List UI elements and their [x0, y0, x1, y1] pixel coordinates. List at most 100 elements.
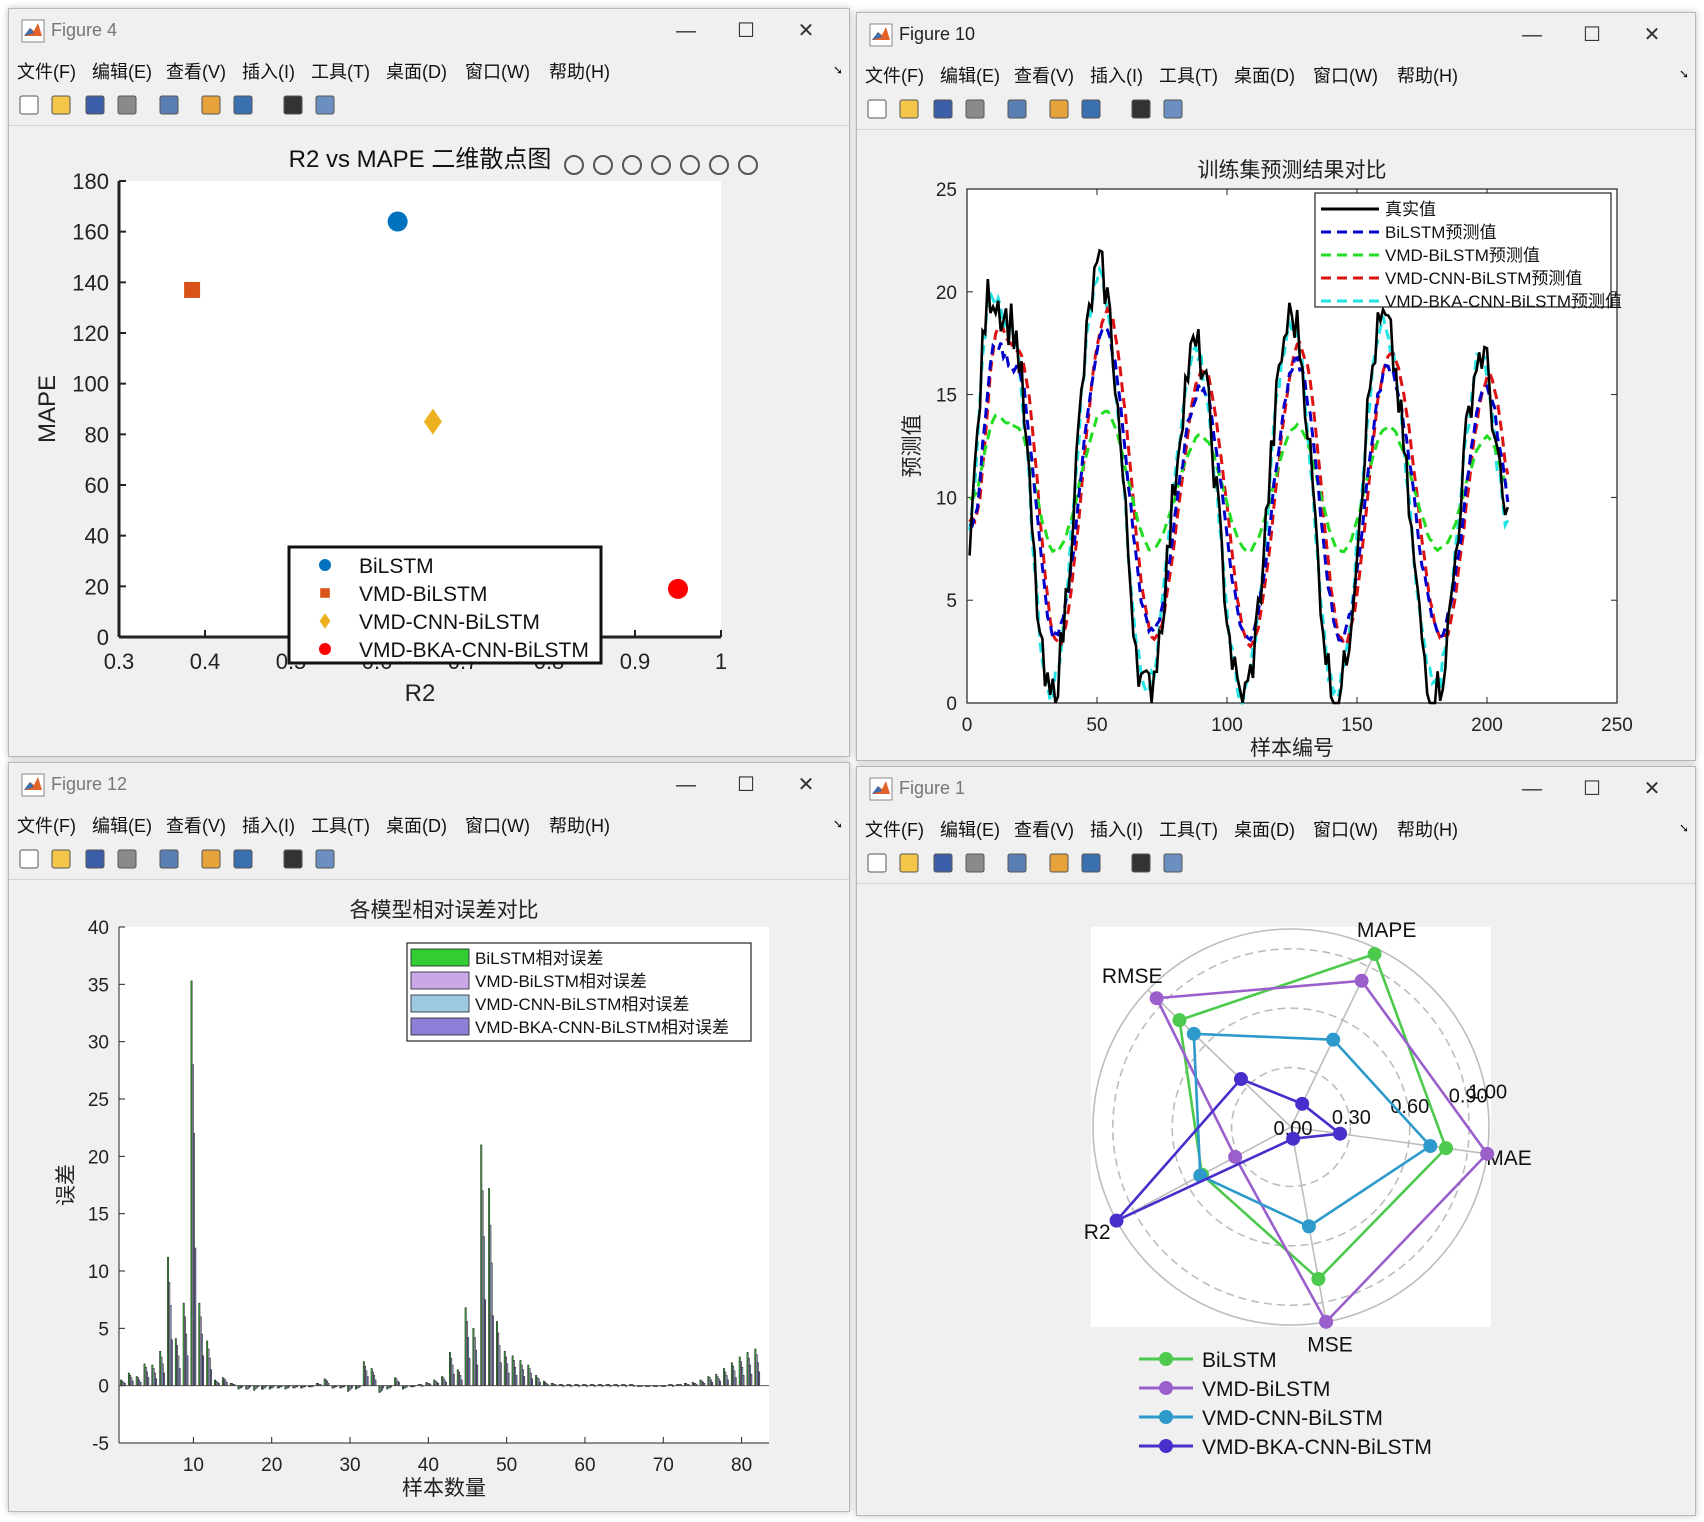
menu-help[interactable]: 帮助(H) [1397, 820, 1458, 840]
menu-file[interactable]: 文件(F) [865, 66, 924, 86]
bar [719, 1380, 721, 1386]
dock-arrow-icon[interactable]: ➘ [832, 63, 843, 77]
menu-edit[interactable]: 编辑(E) [940, 66, 1000, 86]
menu-view[interactable]: 查看(V) [166, 816, 226, 836]
menu-edit[interactable]: 编辑(E) [92, 816, 152, 836]
menu-window[interactable]: 窗口(W) [1313, 66, 1378, 86]
menu-insert[interactable]: 插入(I) [1090, 820, 1143, 840]
zoom-out-icon[interactable] [709, 155, 729, 175]
print-icon[interactable] [115, 93, 139, 117]
menu-desktop[interactable]: 桌面(D) [1234, 66, 1295, 86]
maximize-button[interactable]: ☐ [1583, 778, 1601, 800]
menu-window[interactable]: 窗口(W) [465, 816, 530, 836]
title-bar[interactable]: Figure 1 — ☐ ✕ [857, 767, 1695, 811]
dock-arrow-icon[interactable]: ➘ [832, 817, 843, 831]
menu-view[interactable]: 查看(V) [166, 62, 226, 82]
brush-icon[interactable] [564, 155, 584, 175]
menu-file[interactable]: 文件(F) [17, 816, 76, 836]
menu-file[interactable]: 文件(F) [865, 820, 924, 840]
edit-plot-icon[interactable] [281, 93, 305, 117]
menu-insert[interactable]: 插入(I) [1090, 66, 1143, 86]
new-figure-icon[interactable] [17, 93, 41, 117]
legend-icon[interactable] [1079, 851, 1103, 875]
dock-arrow-icon[interactable]: ➘ [1678, 67, 1689, 81]
property-editor-icon[interactable] [313, 93, 337, 117]
figure-12-window[interactable]: Figure 12 — ☐ ✕ 文件(F) 编辑(E) 查看(V) 插入(I) 工具(T… [8, 762, 850, 1512]
menu-window[interactable]: 窗口(W) [465, 62, 530, 82]
minimize-button[interactable]: — [1522, 778, 1542, 800]
menu-desktop[interactable]: 桌面(D) [386, 62, 447, 82]
link-icon[interactable] [157, 93, 181, 117]
link-icon[interactable] [157, 847, 181, 871]
new-figure-icon[interactable] [17, 847, 41, 871]
save-icon[interactable] [83, 847, 107, 871]
minimize-button[interactable]: — [676, 20, 696, 42]
dock-arrow-icon[interactable]: ➘ [1678, 821, 1689, 835]
figure-4-window[interactable]: Figure 4 — ☐ ✕ 文件(F) 编辑(E) 查看(V) 插入(I) 工具(T)… [8, 8, 850, 757]
figure-1-window[interactable]: Figure 1 — ☐ ✕ 文件(F) 编辑(E) 查看(V) 插入(I) 工具(T)… [856, 766, 1696, 1516]
print-icon[interactable] [963, 851, 987, 875]
minimize-button[interactable]: — [1522, 24, 1542, 46]
property-editor-icon[interactable] [1161, 851, 1185, 875]
colorbar-icon[interactable] [1047, 851, 1071, 875]
legend-icon[interactable] [1079, 97, 1103, 121]
new-figure-icon[interactable] [865, 851, 889, 875]
print-icon[interactable] [963, 97, 987, 121]
menu-tools[interactable]: 工具(T) [1159, 820, 1218, 840]
title-bar[interactable]: Figure 10 — ☐ ✕ [857, 13, 1695, 57]
colorbar-icon[interactable] [1047, 97, 1071, 121]
new-figure-icon[interactable] [865, 97, 889, 121]
link-icon[interactable] [1005, 97, 1029, 121]
menu-tools[interactable]: 工具(T) [311, 62, 370, 82]
open-file-icon[interactable] [49, 93, 73, 117]
open-file-icon[interactable] [897, 97, 921, 121]
title-bar[interactable]: Figure 12 — ☐ ✕ [9, 763, 849, 807]
pan-icon[interactable] [651, 155, 671, 175]
colorbar-icon[interactable] [199, 847, 223, 871]
menu-help[interactable]: 帮助(H) [1397, 66, 1458, 86]
edit-plot-icon[interactable] [1129, 851, 1153, 875]
close-button[interactable]: ✕ [1643, 24, 1661, 46]
open-file-icon[interactable] [897, 851, 921, 875]
save-icon[interactable] [83, 93, 107, 117]
minimize-button[interactable]: — [676, 774, 696, 796]
rotate-icon[interactable] [622, 155, 642, 175]
close-button[interactable]: ✕ [1643, 778, 1661, 800]
link-icon[interactable] [1005, 851, 1029, 875]
data-tip-icon[interactable] [593, 155, 613, 175]
property-editor-icon[interactable] [1161, 97, 1185, 121]
menu-desktop[interactable]: 桌面(D) [386, 816, 447, 836]
maximize-button[interactable]: ☐ [737, 20, 755, 42]
print-icon[interactable] [115, 847, 139, 871]
figure-10-window[interactable]: Figure 10 — ☐ ✕ 文件(F) 编辑(E) 查看(V) 插入(I) 工具(T… [856, 12, 1696, 761]
menu-edit[interactable]: 编辑(E) [940, 820, 1000, 840]
menu-tools[interactable]: 工具(T) [1159, 66, 1218, 86]
zoom-in-icon[interactable] [680, 155, 700, 175]
menu-insert[interactable]: 插入(I) [242, 62, 295, 82]
legend-icon[interactable] [231, 93, 255, 117]
close-button[interactable]: ✕ [797, 774, 815, 796]
edit-plot-icon[interactable] [1129, 97, 1153, 121]
open-file-icon[interactable] [49, 847, 73, 871]
edit-plot-icon[interactable] [281, 847, 305, 871]
menu-file[interactable]: 文件(F) [17, 62, 76, 82]
save-icon[interactable] [931, 97, 955, 121]
menu-help[interactable]: 帮助(H) [549, 816, 610, 836]
home-icon[interactable] [738, 155, 758, 175]
menu-desktop[interactable]: 桌面(D) [1234, 820, 1295, 840]
maximize-button[interactable]: ☐ [737, 774, 755, 796]
menu-view[interactable]: 查看(V) [1014, 820, 1074, 840]
close-button[interactable]: ✕ [797, 20, 815, 42]
title-bar[interactable]: Figure 4 — ☐ ✕ [9, 9, 849, 53]
menu-window[interactable]: 窗口(W) [1313, 820, 1378, 840]
menu-help[interactable]: 帮助(H) [549, 62, 610, 82]
property-editor-icon[interactable] [313, 847, 337, 871]
colorbar-icon[interactable] [199, 93, 223, 117]
legend-icon[interactable] [231, 847, 255, 871]
menu-tools[interactable]: 工具(T) [311, 816, 370, 836]
save-icon[interactable] [931, 851, 955, 875]
menu-insert[interactable]: 插入(I) [242, 816, 295, 836]
menu-view[interactable]: 查看(V) [1014, 66, 1074, 86]
maximize-button[interactable]: ☐ [1583, 24, 1601, 46]
menu-edit[interactable]: 编辑(E) [92, 62, 152, 82]
